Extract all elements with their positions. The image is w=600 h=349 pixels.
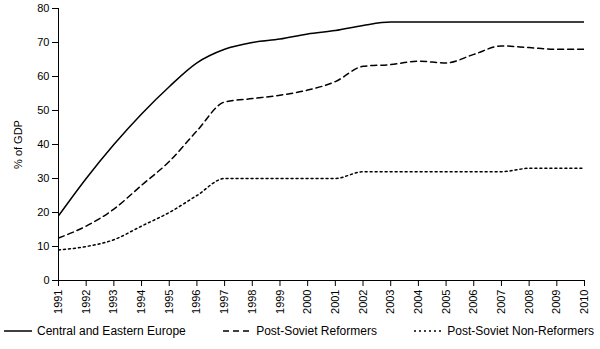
svg-text:1997: 1997 (218, 290, 230, 314)
svg-text:1993: 1993 (107, 290, 119, 314)
svg-text:2005: 2005 (440, 290, 452, 314)
svg-text:1994: 1994 (135, 290, 147, 314)
svg-text:2002: 2002 (357, 290, 369, 314)
html-text:Central and Eastern Europe: Central and Eastern Europe (37, 324, 186, 338)
svg-text:2004: 2004 (412, 290, 424, 314)
svg-text:2008: 2008 (523, 290, 535, 314)
svg-text:0: 0 (43, 274, 49, 286)
svg-text:1996: 1996 (190, 290, 202, 314)
svg-text:1992: 1992 (80, 290, 92, 314)
svg-text:1995: 1995 (163, 290, 175, 314)
svg-text:60: 60 (37, 70, 49, 82)
svg-text:2010: 2010 (578, 290, 590, 314)
svg-text:2003: 2003 (384, 290, 396, 314)
svg-text:% of GDP: % of GDP (12, 120, 24, 169)
svg-text:2001: 2001 (329, 290, 341, 314)
svg-text:1998: 1998 (246, 290, 258, 314)
svg-text:2009: 2009 (550, 290, 562, 314)
svg-text:2007: 2007 (495, 290, 507, 314)
svg-text:2006: 2006 (467, 290, 479, 314)
svg-text:20: 20 (37, 206, 49, 218)
svg-text:50: 50 (37, 104, 49, 116)
svg-text:2000: 2000 (301, 290, 313, 314)
html-text:Post-Soviet Non-Reformers: Post-Soviet Non-Reformers (447, 324, 594, 338)
svg-text:10: 10 (37, 240, 49, 252)
html-text:Post-Soviet Reformers: Post-Soviet Reformers (256, 324, 377, 338)
svg-text:1999: 1999 (273, 290, 285, 314)
svg-text:40: 40 (37, 138, 49, 150)
svg-text:70: 70 (37, 36, 49, 48)
svg-text:80: 80 (37, 2, 49, 14)
svg-text:1991: 1991 (52, 290, 64, 314)
svg-text:30: 30 (37, 172, 49, 184)
